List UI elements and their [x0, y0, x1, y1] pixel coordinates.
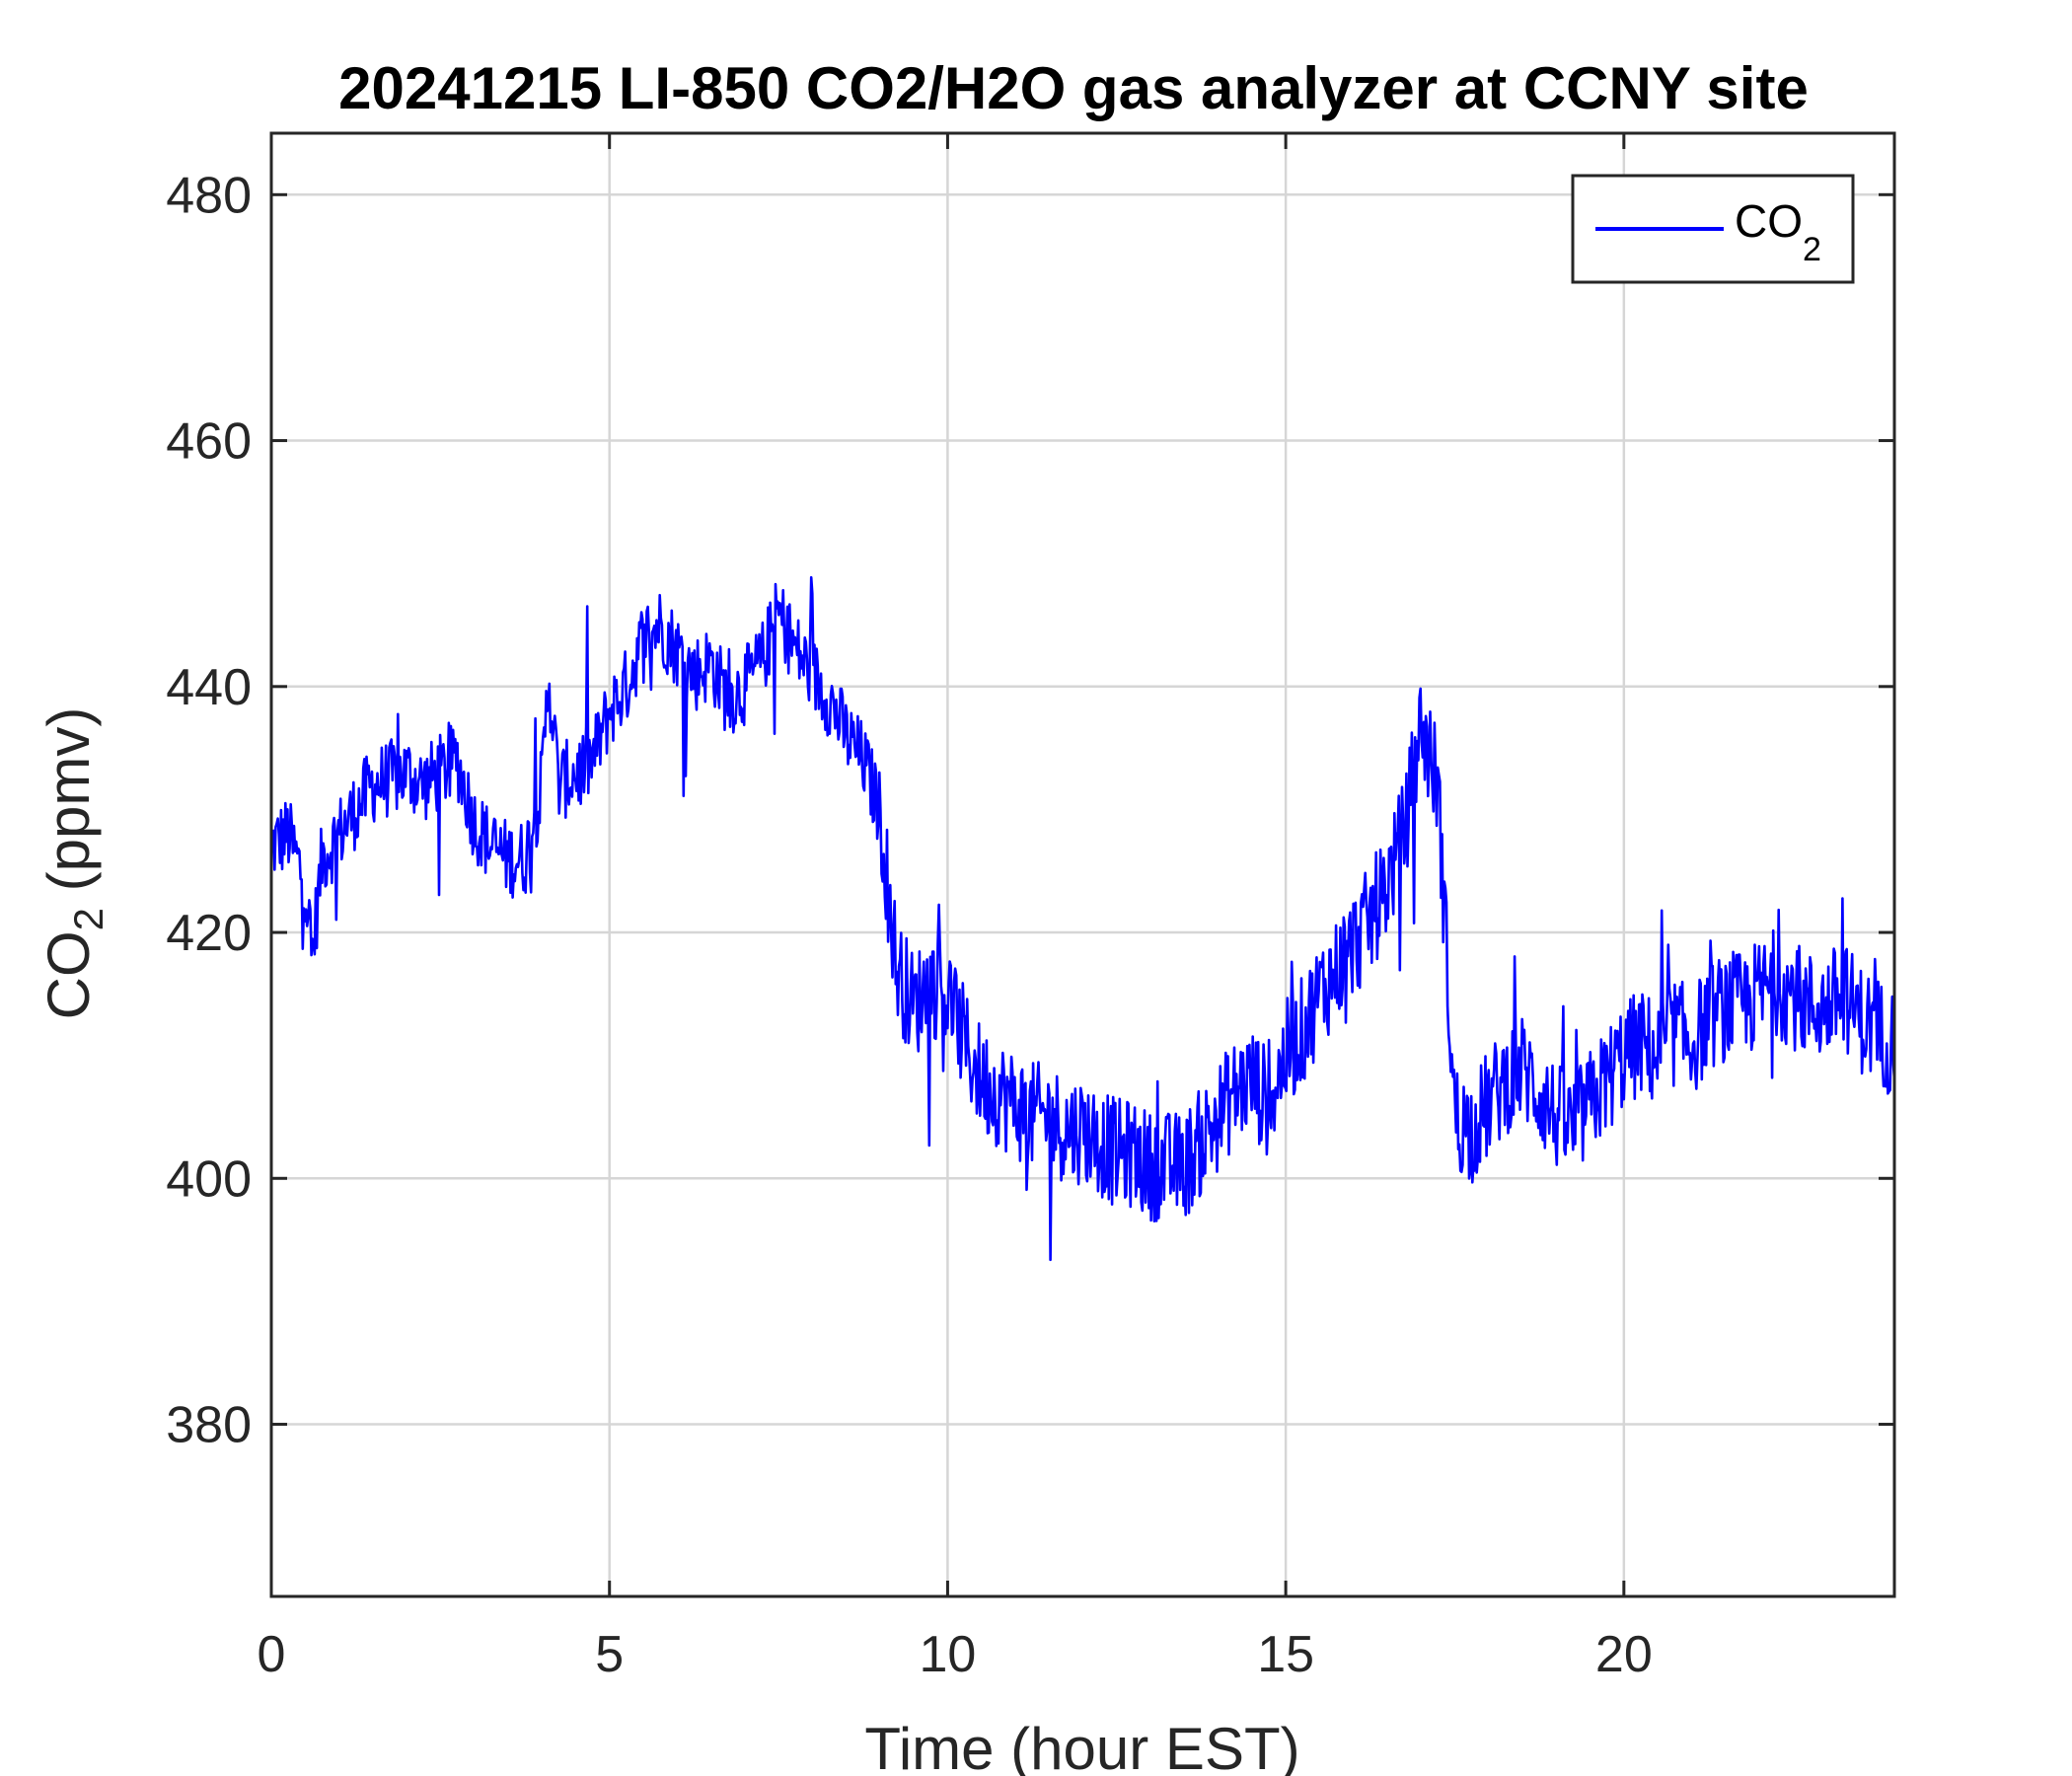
y-axis-label-subscript: 2: [65, 908, 111, 930]
series-layer: [270, 575, 1896, 1262]
legend-label: CO2: [1735, 195, 1821, 268]
co2-series-line: [270, 575, 1896, 1262]
y-tick-label: 400: [166, 1150, 252, 1208]
legend-label-subscript: 2: [1803, 231, 1821, 268]
y-axis-label: CO2 (ppmv): [36, 707, 111, 1020]
y-tick-label: 460: [166, 413, 252, 471]
plot-frame: [269, 131, 1896, 1598]
axis-ticks: [269, 133, 1894, 1596]
y-tick-label: 420: [166, 905, 252, 962]
y-tick-label: 380: [166, 1397, 252, 1454]
y-tick-label: 480: [166, 167, 252, 224]
x-tick-label: 15: [1257, 1626, 1314, 1683]
y-tick-labels: 380 400 420 440 460 480: [166, 167, 252, 1453]
x-tick-labels: 0 5 10 15 20: [258, 1626, 1653, 1683]
x-tick-label: 5: [595, 1626, 624, 1683]
y-tick-label: 440: [166, 659, 252, 716]
legend-label-main: CO: [1735, 195, 1803, 247]
y-axis-label-main: CO: [36, 930, 102, 1019]
legend: CO2: [1571, 174, 1855, 284]
x-axis-label: Time (hour EST): [864, 1716, 1299, 1776]
x-tick-label: 20: [1595, 1626, 1653, 1683]
x-tick-label: 10: [919, 1626, 976, 1683]
y-axis-label-unit: (ppmv): [36, 707, 102, 908]
x-tick-label: 0: [258, 1626, 286, 1683]
chart-title: 20241215 LI-850 CO2/H2O gas analyzer at …: [338, 55, 1809, 121]
